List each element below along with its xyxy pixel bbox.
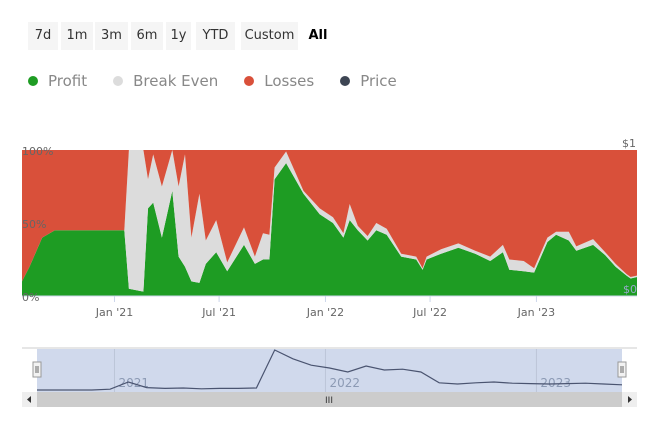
legend-dot-icon [340,76,351,86]
range-button-3m[interactable]: 3m [95,22,128,50]
navigator-price-line [37,349,623,391]
legend-dot-icon [113,76,124,86]
navigator-handle-right[interactable] [617,361,627,378]
price-tick-max: $1 [622,137,636,150]
legend-label: Break Even [133,72,219,90]
scrollbar-grip: III [325,396,333,406]
scrollbar-thumb[interactable] [37,392,622,407]
x-tick-label: Jan '21 [95,306,133,319]
legend-label: Losses [264,72,315,90]
range-button-6m[interactable]: 6m [131,22,163,50]
y-tick-100: 100% [22,145,53,158]
x-tick-label: Jan '23 [517,306,555,319]
legend-dot-icon [28,76,38,86]
legend-dot-icon [244,76,255,86]
range-button-7d[interactable]: 7d [28,22,58,50]
range-button-ytd[interactable]: YTD [196,22,235,50]
range-button-all[interactable]: All [308,28,328,43]
area-losses [22,150,637,282]
x-tick-label: Jul '22 [412,306,447,319]
range-button-1y[interactable]: 1y [166,22,191,50]
navigator-year-label: 2023 [540,376,571,390]
x-tick-label: Jan '22 [306,306,344,319]
y-tick-0: 0% [22,291,39,304]
scroll-left-arrow-icon[interactable] [27,396,31,403]
legend-item-price[interactable]: Price [340,72,397,90]
range-button-1m[interactable]: 1m [61,22,93,50]
x-tick-label: Jul '21 [201,306,236,319]
navigator-year-label: 2022 [329,376,360,390]
legend-label: Profit [48,72,88,90]
range-button-custom[interactable]: Custom [241,22,298,50]
navigator-handle-left[interactable] [32,361,42,378]
legend-item-profit[interactable]: Profit [28,72,87,90]
legend: Profit Break Even Losses Price [28,72,423,90]
area-break-even [22,150,637,292]
navigator-selection[interactable] [37,349,622,392]
navigator-year-label: 2021 [118,376,149,390]
price-tick-min: $0 [623,283,637,296]
legend-item-losses[interactable]: Losses [244,72,314,90]
y-tick-50: 50% [22,218,46,231]
area-profit [22,163,637,296]
legend-label: Price [360,72,397,90]
scroll-right-arrow-icon[interactable] [628,396,632,403]
legend-item-break-even[interactable]: Break Even [113,72,218,90]
